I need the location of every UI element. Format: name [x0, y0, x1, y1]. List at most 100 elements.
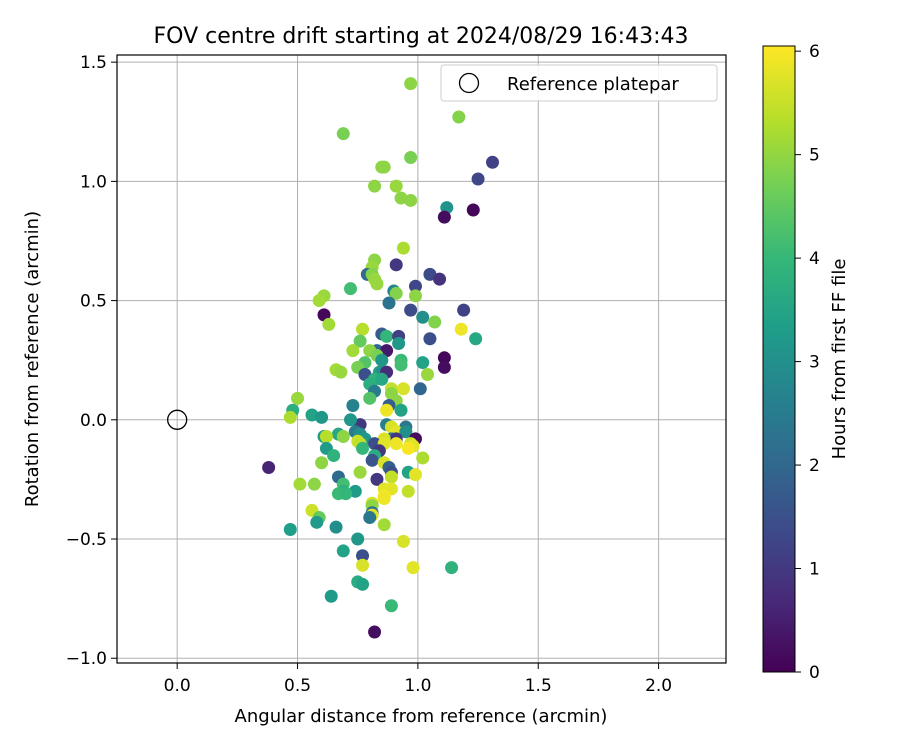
data-point	[437, 351, 451, 365]
data-point	[423, 267, 437, 281]
data-point	[356, 549, 370, 563]
data-point	[336, 544, 350, 558]
y-ticks: −1.0 −0.5 0.0 0.5 1.0 1.5	[66, 53, 117, 669]
colorbar-ticks: 0 1 2 3 4 5 6	[795, 42, 820, 683]
colorbar-tick-label: 4	[809, 249, 820, 269]
plot-frame	[116, 54, 727, 664]
data-point	[356, 577, 370, 591]
data-point	[370, 277, 384, 291]
data-point	[336, 429, 350, 443]
data-point	[363, 391, 377, 405]
data-point	[315, 410, 329, 424]
data-point	[356, 322, 370, 336]
x-tick-label: 2.0	[645, 676, 672, 696]
x-axis-label: Angular distance from reference (arcmin)	[235, 706, 608, 727]
data-points	[262, 77, 500, 639]
data-point	[375, 160, 389, 174]
data-point	[428, 315, 442, 329]
reference-marker-icon	[167, 409, 188, 430]
data-point	[389, 179, 403, 193]
data-point	[283, 522, 297, 536]
data-point	[319, 429, 333, 443]
data-point	[396, 382, 410, 396]
data-point	[322, 317, 336, 331]
data-point	[368, 179, 382, 193]
data-point	[346, 398, 360, 412]
y-axis-label: Rotation from reference (arcmin)	[22, 211, 43, 507]
data-point	[363, 511, 377, 525]
plot-area: 0.0 0.5 1.0 1.5 2.0 −1.0 −0.5 0.0 0.5 1.0 1.5	[66, 53, 727, 696]
data-point	[283, 410, 297, 424]
data-point	[389, 286, 403, 300]
data-point	[368, 625, 382, 639]
data-point	[454, 322, 468, 336]
data-point	[408, 289, 422, 303]
data-point	[416, 356, 430, 370]
data-point	[384, 470, 398, 484]
colorbar-label: Hours from first FF file	[829, 259, 850, 460]
data-point	[404, 77, 418, 91]
data-point	[310, 515, 324, 529]
reference-layer	[167, 409, 188, 430]
data-point	[370, 472, 384, 486]
y-tick-label: −1.0	[66, 649, 107, 669]
data-point	[466, 203, 480, 217]
data-point	[375, 353, 389, 367]
y-tick-label: −0.5	[66, 530, 107, 550]
legend-box	[440, 64, 718, 102]
data-point	[392, 337, 406, 351]
data-point	[404, 193, 418, 207]
data-point	[457, 303, 471, 317]
data-point	[452, 110, 466, 124]
data-point	[408, 279, 422, 293]
x-tick-label: 1.0	[404, 676, 431, 696]
data-point	[343, 282, 357, 296]
data-point	[486, 155, 500, 169]
data-point	[329, 520, 343, 534]
y-tick-label: 1.5	[80, 53, 107, 73]
colorbar: 0 1 2 3 4 5 6 Hours from first FF file	[762, 42, 850, 683]
x-ticks: 0.0 0.5 1.0 1.5 2.0	[164, 663, 672, 696]
data-point	[356, 441, 370, 455]
data-point	[394, 403, 408, 417]
x-tick-label: 0.0	[164, 676, 191, 696]
data-point	[404, 303, 418, 317]
colorbar-tick-label: 2	[809, 456, 820, 476]
data-point	[346, 344, 360, 358]
chart-title: FOV centre drift starting at 2024/08/29 …	[154, 24, 689, 49]
data-point	[408, 468, 422, 482]
data-point	[399, 425, 413, 439]
data-point	[377, 518, 391, 532]
data-point	[469, 332, 483, 346]
colorbar-gradient	[762, 45, 796, 673]
data-point	[396, 241, 410, 255]
y-tick-label: 0.5	[80, 292, 107, 312]
data-point	[353, 334, 367, 348]
colorbar-tick-label: 6	[809, 42, 820, 62]
data-point	[343, 413, 357, 427]
data-point	[394, 358, 408, 372]
data-point	[356, 558, 370, 572]
data-point	[416, 310, 430, 324]
data-point	[445, 561, 459, 575]
data-point	[382, 296, 396, 310]
data-point	[365, 453, 379, 467]
data-point	[380, 403, 394, 417]
data-point	[389, 437, 403, 451]
y-tick-label: 0.0	[80, 411, 107, 431]
data-point	[413, 382, 427, 396]
data-point	[433, 272, 447, 286]
colorbar-tick-label: 3	[809, 353, 820, 373]
data-point	[416, 451, 430, 465]
data-point	[471, 172, 485, 186]
data-point	[404, 151, 418, 165]
y-tick-label: 1.0	[80, 172, 107, 192]
data-point	[324, 589, 338, 603]
data-point	[307, 477, 321, 491]
data-point	[401, 441, 415, 455]
data-point	[421, 367, 435, 381]
data-point	[401, 484, 415, 498]
data-point	[339, 487, 353, 501]
legend: Reference platepar	[440, 64, 718, 102]
